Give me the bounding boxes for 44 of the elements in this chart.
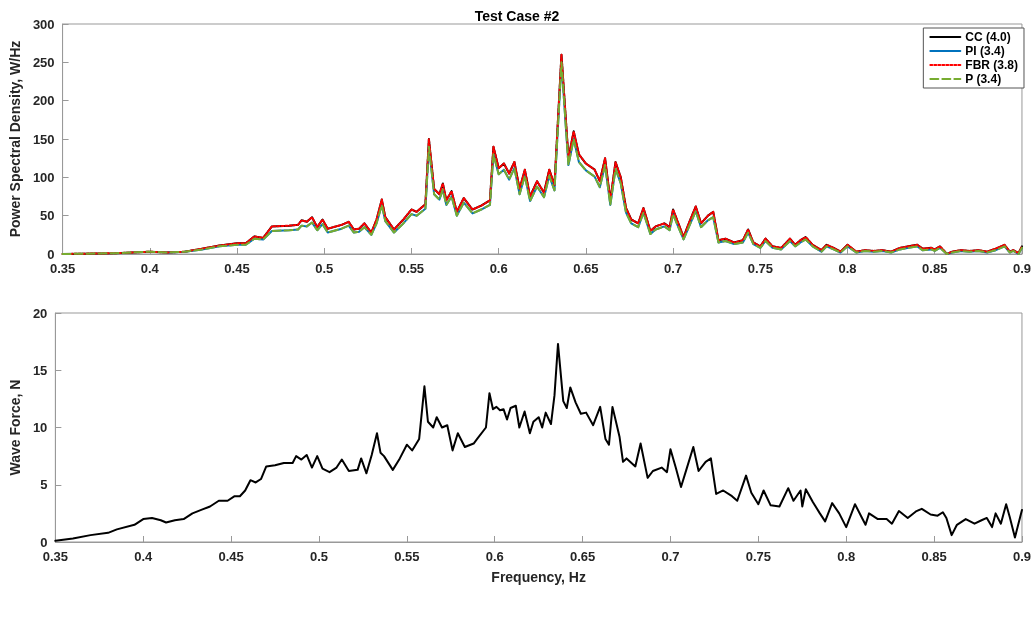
y-axis-title: Wave Force, N [7,379,23,476]
x-tick-label: 0.6 [485,549,504,564]
x-tick-label: 0.7 [661,549,680,564]
x-tick-label: 0.5 [315,261,334,276]
x-tick-label: 0.75 [745,549,771,564]
x-tick-label: 0.6 [489,261,508,276]
x-tick-label: 0.75 [747,261,773,276]
x-tick-label: 0.45 [224,261,250,276]
x-tick-label: 0.55 [394,549,420,564]
y-tick-label: 0 [47,246,55,262]
x-tick-label: 0.7 [664,261,683,276]
x-tick-label: 0.65 [573,261,599,276]
x-tick-label: 0.45 [218,549,244,564]
legend-label: CC (4.0) [965,30,1011,44]
x-tick-label: 0.35 [49,261,76,276]
x-tick-label: 0.5 [309,549,329,564]
y-tick-label: 0 [40,534,48,550]
y-tick-label: 10 [32,420,48,435]
x-tick-label: 0.35 [42,549,69,564]
x-tick-label: 0.8 [838,261,857,276]
x-tick-label: 0.9 [1012,261,1031,276]
y-tick-label: 200 [32,93,55,109]
y-tick-label: 100 [32,169,55,185]
legend-label: P (3.4) [965,72,1002,86]
chart-title: Test Case #2 [474,8,560,24]
y-tick-label: 250 [32,54,55,70]
legend-label: PI (3.4) [965,44,1005,58]
y-tick-label: 150 [32,131,55,147]
x-tick-label: 0.8 [837,549,856,564]
x-tick-label: 0.4 [140,261,160,276]
legend-label: FBR (3.8) [965,58,1018,72]
x-tick-label: 0.65 [569,549,596,564]
y-tick-label: 300 [32,16,55,32]
x-axis-title: Frequency, Hz [491,569,586,585]
y-tick-label: 15 [32,362,48,378]
x-tick-label: 0.85 [921,549,947,564]
y-tick-label: 20 [32,305,48,321]
y-tick-label: 50 [40,208,55,224]
x-tick-label: 0.55 [398,261,425,276]
x-tick-label: 0.85 [922,261,948,276]
y-axis-title: Power Spectral Density, W/Hz [7,40,23,238]
x-tick-label: 0.4 [134,549,154,564]
x-tick-label: 0.9 [1012,549,1031,564]
y-tick-label: 5 [40,477,48,493]
